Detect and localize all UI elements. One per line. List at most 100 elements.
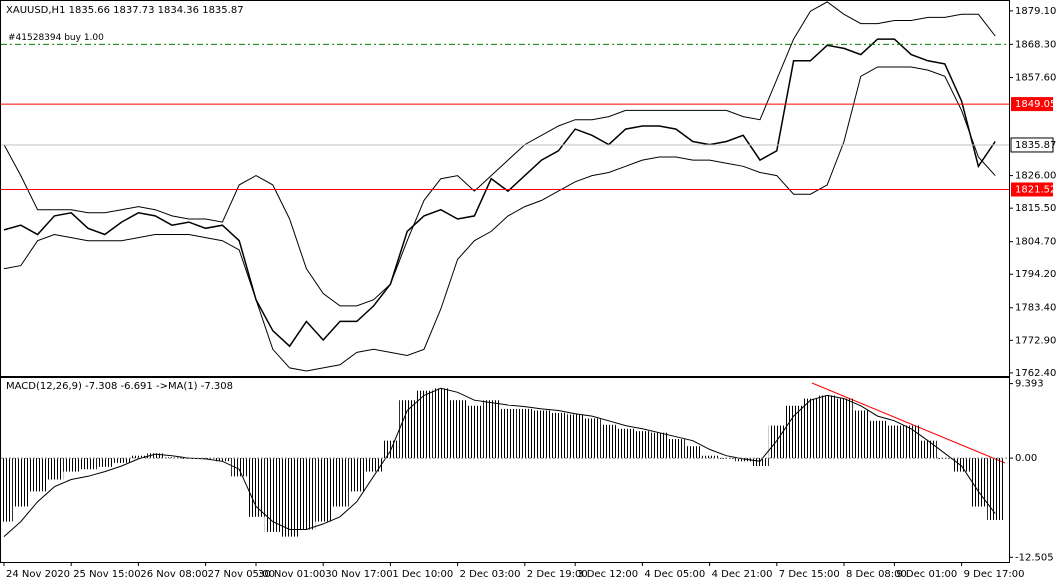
macd-bar (886, 425, 904, 459)
level-label: 1849.05 (1015, 99, 1056, 110)
macd-bar (634, 431, 652, 459)
x-tick-label: 30 Nov 17:00 (325, 569, 392, 580)
y-tick-label: 1868.30 (1015, 39, 1056, 50)
macd-bar (214, 458, 232, 462)
price-line (3, 38, 996, 348)
macd-bar (12, 458, 30, 507)
x-tick-label: 7 Dec 15:00 (779, 569, 840, 580)
macd-bar (668, 439, 685, 459)
x-tick-label: 9 Dec 17:00 (964, 569, 1025, 580)
band-line (3, 66, 996, 372)
macd-bar (113, 458, 131, 463)
macd-bar (567, 414, 584, 459)
x-tick-label: 27 Nov 05:00 (208, 569, 275, 580)
macd-bar (903, 425, 920, 459)
x-tick-label: 2 Dec 03:00 (460, 569, 521, 580)
y-tick-label: 1879.10 (1015, 6, 1056, 17)
macd-bar (231, 458, 248, 477)
macd-bar (348, 458, 366, 492)
macd-bar (953, 458, 971, 472)
macd-bar (920, 440, 937, 459)
x-tick-label: 2 Dec 19:00 (527, 569, 588, 580)
macd-bar (466, 405, 484, 459)
macd-bar (96, 458, 114, 467)
macd-bar (164, 457, 181, 459)
y-tick-label: 1783.40 (1015, 303, 1056, 314)
macd-bar (651, 432, 668, 459)
macd-bar (701, 455, 719, 459)
macd-panel (0, 377, 1010, 563)
macd-bar (987, 458, 1004, 520)
macd-bar (315, 458, 332, 522)
macd-bar (29, 458, 47, 492)
trend-line (811, 382, 1006, 464)
x-tick-label: 8 Dec 08:00 (846, 569, 907, 580)
x-tick-label: 25 Nov 15:00 (73, 569, 140, 580)
macd-bar (500, 408, 517, 459)
y-tick-label: 1772.90 (1015, 335, 1056, 346)
level-label-box (1010, 137, 1054, 153)
macd-bar (584, 418, 601, 459)
macd-bar (869, 420, 887, 459)
x-tick-label: 3 Dec 12:00 (577, 569, 638, 580)
y-tick-label: 1815.50 (1015, 203, 1056, 214)
macd-header: MACD(12,26,9) -7.308 -6.691 ->MA(1) -7.3… (6, 381, 233, 392)
y-tick-label: 1794.20 (1015, 269, 1056, 280)
price-plot: #41528394 buy 1.00 (1, 1, 1009, 372)
y-tick-label: 1804.70 (1015, 237, 1056, 248)
signal-line (3, 387, 996, 537)
macd-bar (802, 398, 820, 459)
y-tick-label: -12.505 (1015, 552, 1054, 563)
macd-bar (768, 425, 786, 459)
macd-bar (80, 458, 97, 470)
macd-bar (63, 458, 80, 472)
level-label-box (1011, 182, 1053, 197)
macd-bar (46, 458, 64, 480)
macd-bar (332, 458, 349, 507)
macd-bar (130, 455, 148, 459)
macd-bar (147, 453, 164, 459)
x-tick-label: 24 Nov 2020 (6, 569, 70, 580)
macd-bar (752, 458, 769, 467)
level-label: 1821.52 (1015, 184, 1056, 195)
x-tick-label: 1 Dec 10:00 (392, 569, 453, 580)
y-tick-label: 1826.00 (1015, 171, 1056, 182)
level-label: 1835.87 (1015, 140, 1056, 151)
price-panel (0, 0, 1010, 377)
macd-bar (516, 408, 534, 459)
macd-bar (550, 412, 568, 459)
macd-bar (684, 446, 702, 459)
macd-bar (483, 400, 500, 459)
macd-bar (836, 398, 853, 459)
axes: 1879.10 1868.30 1857.60 1826.00 1815.50 1804.… (3, 6, 1056, 580)
macd-bar (819, 395, 836, 459)
macd-bar (298, 458, 316, 530)
macd-bar (785, 405, 803, 459)
x-tick-label: 9 Dec 01:00 (896, 569, 957, 580)
y-tick-label: 9.393 (1015, 379, 1044, 390)
macd-bar (264, 458, 282, 532)
macd-bar (600, 424, 618, 459)
macd-bar (617, 428, 635, 459)
level-label-box (1011, 97, 1053, 112)
y-tick-label: 0.00 (1015, 453, 1037, 464)
macd-bar (449, 400, 467, 459)
macd-bar (735, 458, 752, 462)
macd-bar (533, 410, 551, 459)
order-label: #41528394 buy 1.00 (8, 33, 104, 43)
macd-bar (248, 458, 265, 517)
macd-plot (1, 387, 1009, 537)
y-tick-label: 1857.60 (1015, 73, 1056, 84)
y-tick-label: 1762.40 (1015, 368, 1056, 379)
macd-bar (852, 410, 870, 459)
macd-bar (1, 458, 13, 522)
macd-bar (416, 390, 433, 459)
band-line (3, 1, 996, 307)
macd-bar (281, 458, 299, 537)
macd-bar (365, 458, 383, 472)
macd-bar (432, 388, 450, 459)
macd-bar (399, 400, 416, 459)
x-tick-label: 4 Dec 05:00 (644, 569, 705, 580)
